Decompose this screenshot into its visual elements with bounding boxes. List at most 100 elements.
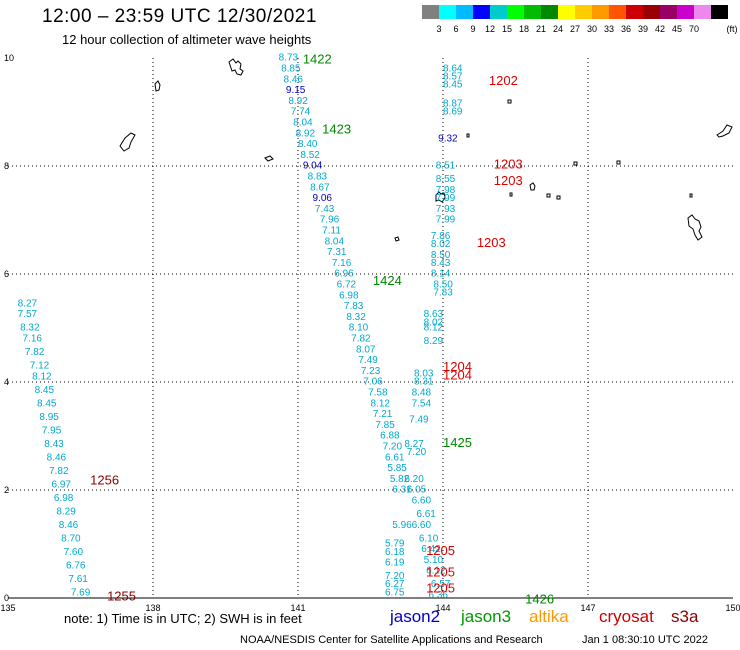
scale-label: 33 [603, 24, 615, 34]
swh-value: 6.60 [412, 520, 432, 531]
pass-number-label: 1255 [107, 589, 136, 604]
island-outline [573, 161, 578, 166]
swh-value: 7.69 [71, 587, 91, 598]
swh-value: 8.29 [56, 506, 76, 517]
island-outline [509, 192, 513, 197]
scale-swatch [643, 5, 660, 19]
swh-value: 8.12 [371, 398, 391, 409]
swh-value: 8.85 [281, 64, 301, 75]
scale-label: 3 [436, 24, 442, 34]
swh-value: 7.20 [407, 447, 427, 458]
legend-s3a: s3a [671, 607, 699, 626]
swh-value: 6.98 [339, 290, 359, 301]
legend-cryosat: cryosat [599, 607, 654, 626]
swh-value: 6.12 [426, 566, 446, 577]
island-outline [228, 58, 244, 76]
swh-value: 7.43 [315, 204, 335, 215]
swh-value: 6.27 [385, 579, 405, 590]
swh-value: 6.57 [431, 579, 451, 590]
swh-value: 6.36 [429, 590, 449, 601]
swh-value: 8.32 [346, 312, 366, 323]
lon-tick-label: 147 [580, 603, 595, 613]
scale-label: 42 [654, 24, 666, 34]
swh-value: 7.49 [358, 355, 378, 366]
island-outline [435, 191, 446, 203]
swh-value: 5.85 [387, 463, 407, 474]
scale-swatch [711, 5, 728, 19]
island-outline [394, 236, 400, 242]
swh-value: 7.83 [344, 301, 364, 312]
island-outline [716, 124, 733, 138]
swh-value: 8.40 [298, 139, 318, 150]
swh-value: 7.96 [320, 215, 340, 226]
legend-altika: altika [529, 607, 569, 626]
island-outline [556, 195, 561, 200]
lat-tick-label: 10 [4, 53, 14, 63]
island-outline [264, 155, 274, 162]
pass-number-label: 1425 [443, 435, 472, 450]
pass-number-label: 1426 [525, 591, 554, 606]
scale-swatch [575, 5, 592, 19]
scale-swatch [473, 5, 490, 19]
lon-tick-label: 138 [145, 603, 160, 613]
swh-value: 7.74 [291, 107, 311, 118]
map-title: 12:00 – 23:59 UTC 12/30/2021 [42, 6, 317, 27]
wave-height-tracks: 8.277.578.327.167.827.128.128.458.458.95… [18, 53, 463, 601]
swh-value: 5.79 [385, 539, 405, 550]
swh-value: 7.85 [375, 420, 395, 431]
swh-value: 8.46 [47, 452, 67, 463]
pass-number-label: 1422 [303, 51, 332, 66]
swh-value: 9.04 [303, 161, 323, 172]
scale-swatch [490, 5, 507, 19]
swh-value: 8.63 [424, 309, 444, 320]
swh-value: 7.06 [363, 377, 383, 388]
island-outline [529, 182, 536, 191]
swh-value: 7.99 [436, 193, 456, 204]
swh-value: 6.61 [416, 509, 436, 520]
island-outline [546, 193, 551, 198]
axis-ticks: 135 138 141 144 147 150 0 2 4 6 8 10 [0, 53, 740, 613]
pass-number-label: 1256 [90, 473, 119, 488]
swh-value: 6.20 [404, 474, 424, 485]
scale-swatch [524, 5, 541, 19]
swh-value: 6.31 [392, 485, 412, 496]
swh-value: 6.18 [385, 547, 405, 558]
scale-swatch [507, 5, 524, 19]
swh-value: 6.42 [421, 544, 441, 555]
swh-value: 8.12 [32, 371, 52, 382]
swh-value: 7.57 [18, 309, 38, 320]
island-outline [616, 160, 621, 165]
island-outline [689, 193, 693, 198]
swh-value: 8.12 [424, 323, 444, 334]
swh-value: 8.32 [20, 323, 40, 334]
pass-number-label: 1424 [373, 273, 402, 288]
swh-value: 7.54 [412, 398, 432, 409]
scale-label: 21 [535, 24, 547, 34]
swh-value: 8.51 [436, 161, 456, 172]
swh-value: 8.07 [356, 344, 376, 355]
lat-tick-label: 6 [4, 269, 9, 279]
swh-value: 8.46 [284, 74, 304, 85]
swh-value: 8.04 [293, 118, 313, 129]
swh-value: 7.23 [361, 366, 381, 377]
swh-value: 7.58 [368, 388, 388, 399]
swh-value: 8.70 [61, 533, 81, 544]
swh-value: 8.45 [37, 398, 57, 409]
swh-value: 7.16 [23, 334, 43, 345]
swh-value: 8.87 [443, 99, 463, 110]
swh-value: 6.98 [54, 493, 74, 504]
generated-timestamp: Jan 1 08:30:10 UTC 2022 [582, 634, 708, 646]
scale-label: 24 [552, 24, 564, 34]
swh-value: 6.96 [334, 269, 354, 280]
swh-value: 8.02 [431, 239, 451, 250]
swh-value: 8.02 [424, 317, 444, 328]
lat-tick-label: 8 [4, 161, 9, 171]
swh-value: 7.21 [373, 409, 393, 420]
pass-labels: 1422142314241425142612021203120312031204… [90, 51, 554, 606]
swh-value: 8.64 [443, 64, 463, 75]
island-outline [687, 214, 703, 241]
pass-number-label: 1203 [494, 173, 523, 188]
swh-value: 8.73 [279, 53, 299, 64]
island-outline [466, 133, 470, 138]
